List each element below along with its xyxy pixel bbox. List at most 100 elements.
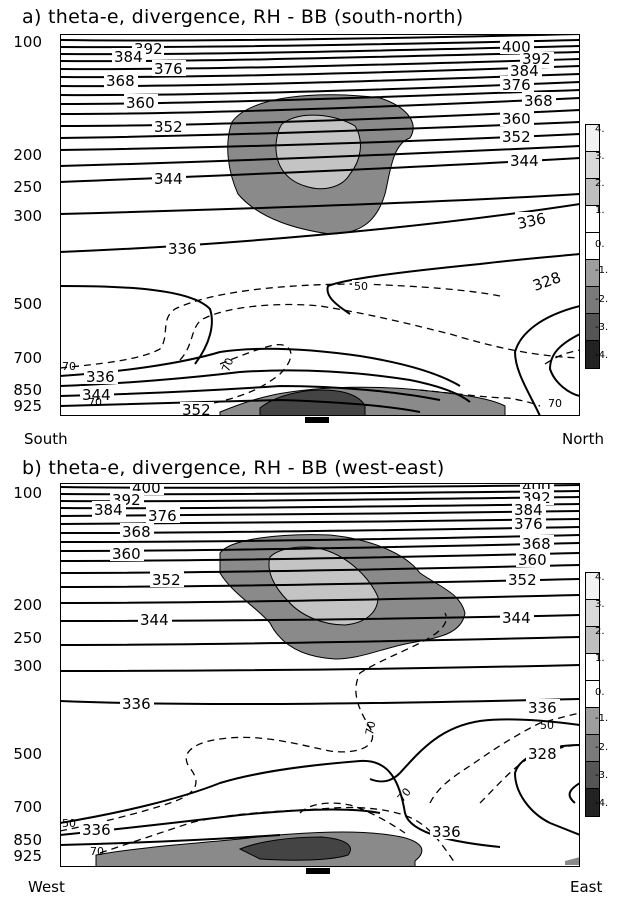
contour-label-352b: 352 — [502, 128, 531, 146]
contour-label-336b: 336 — [516, 209, 548, 233]
contour-label-360: 360 — [126, 94, 155, 112]
convergence-shade-core — [259, 389, 366, 416]
colorbar-label: -4. — [595, 350, 609, 361]
contour-label-368b: 368 — [522, 535, 551, 553]
colorbar-label: 1. — [595, 653, 605, 664]
contour-label-360b: 360 — [502, 110, 531, 128]
colorbar-label: 2. — [595, 178, 605, 189]
colorbar-label: -4. — [595, 798, 609, 809]
contour-label-384: 384 — [114, 48, 143, 66]
contour-plot: 400 392 384 376 368 360 352 344 336 400 — [60, 483, 580, 867]
colorbar-label: 3. — [595, 151, 605, 162]
chart-title: a) theta-e, divergence, RH - BB (south-n… — [22, 6, 464, 28]
y-tick-label: 500 — [13, 295, 42, 313]
y-tick-label: 925 — [13, 397, 42, 415]
contour-label-392b: 392 — [522, 50, 551, 68]
convergence-shade-small — [565, 857, 580, 865]
contour-label-360: 360 — [112, 545, 141, 563]
contour-label-344b: 344 — [502, 609, 531, 627]
x-end-label: East — [570, 878, 603, 896]
contour-label-336: 336 — [122, 695, 151, 713]
y-tick-label: 850 — [13, 381, 42, 399]
colorbar — [585, 572, 600, 817]
contour-label-328: 328 — [528, 745, 557, 763]
y-tick-label: 200 — [13, 146, 42, 164]
contour-label-352: 352 — [154, 118, 183, 136]
contour-label-336c: 336 — [82, 821, 111, 839]
y-tick-label: 100 — [13, 484, 42, 502]
panel-b: b) theta-e, divergence, RH - BB (west-ea… — [0, 450, 619, 897]
rh-label-50: 50 — [62, 817, 76, 830]
y-tick-label: 925 — [13, 847, 42, 865]
rh-label-50: 50 — [354, 280, 368, 293]
divergence-shade-inner — [275, 114, 361, 190]
colorbar — [585, 124, 600, 369]
contour-label-376b: 376 — [502, 76, 531, 94]
x-start-label: West — [28, 878, 65, 896]
contour-label-344: 344 — [140, 611, 169, 629]
colorbar-label: -1. — [595, 713, 609, 724]
colorbar-label: 1. — [595, 205, 605, 216]
rh-label-70: 70 — [363, 720, 378, 736]
contour-label-336b: 336 — [528, 699, 557, 717]
panel-a: a) theta-e, divergence, RH - BB (south-n… — [13, 6, 609, 448]
y-tick-label: 100 — [13, 33, 42, 51]
contour-label-384b: 384 — [514, 501, 543, 519]
colorbar-label: -2. — [595, 294, 609, 305]
rh-contours — [60, 283, 580, 407]
contour-label-360b: 360 — [518, 551, 547, 569]
y-tick-label: 700 — [13, 349, 42, 367]
colorbar-label: 4. — [595, 124, 605, 135]
y-tick-label: 300 — [13, 657, 42, 675]
contour-label-376: 376 — [148, 507, 177, 525]
colorbar-label: -2. — [595, 742, 609, 753]
x-start-label: South — [24, 430, 68, 448]
colorbar-label: 0. — [595, 239, 605, 250]
contour-label-400: 400 — [502, 38, 531, 56]
contour-label-376: 376 — [154, 60, 183, 78]
plot-area: 392 384 376 368 360 352 344 336 336 400 — [60, 34, 580, 416]
y-tick-label: 300 — [13, 207, 42, 225]
contour-label-376b: 376 — [514, 515, 543, 533]
contour-label-336d: 336 — [432, 823, 461, 841]
y-tick-label: 500 — [13, 745, 42, 763]
contour-plot: 392 384 376 368 360 352 344 336 336 400 — [60, 34, 580, 416]
y-tick-label: 200 — [13, 596, 42, 614]
rh-label-70c: 70 — [395, 785, 414, 804]
y-tick-label: 250 — [13, 629, 42, 647]
contour-label-368b: 368 — [524, 92, 553, 110]
rh-label-70d: 70 — [548, 397, 562, 410]
contour-label-384: 384 — [94, 501, 123, 519]
colorbar-label: -1. — [595, 265, 609, 276]
contour-label-344c: 344 — [82, 386, 111, 404]
rh-label-70b: 70 — [88, 396, 102, 409]
contour-label-368: 368 — [122, 523, 151, 541]
contour-label-368: 368 — [106, 72, 135, 90]
rh-label-70b: 70 — [90, 845, 104, 858]
y-tick-label: 700 — [13, 798, 42, 816]
y-tick-label: 250 — [13, 178, 42, 196]
colorbar-label: 4. — [595, 572, 605, 583]
plot-area: 400 392 384 376 368 360 352 344 336 400 — [60, 483, 580, 867]
colorbar-label: -3. — [595, 770, 609, 781]
contour-label-352: 352 — [152, 571, 181, 589]
location-marker — [305, 417, 329, 423]
colorbar-label: 2. — [595, 626, 605, 637]
contour-label-336: 336 — [168, 240, 197, 258]
location-marker — [306, 868, 330, 874]
colorbar-label: -3. — [595, 322, 609, 333]
x-end-label: North — [562, 430, 604, 448]
contour-label-344b: 344 — [510, 152, 539, 170]
rh-label-70c: 70 — [219, 356, 236, 374]
y-tick-label: 850 — [13, 831, 42, 849]
chart-title: b) theta-e, divergence, RH - BB (west-ea… — [22, 457, 445, 479]
colorbar-label: 3. — [595, 599, 605, 610]
contour-label-384b: 384 — [510, 62, 539, 80]
rh-label-70: 70 — [62, 360, 76, 373]
contour-label-352b: 352 — [508, 571, 537, 589]
contour-label-344: 344 — [154, 170, 183, 188]
contour-label-336c: 336 — [86, 368, 115, 386]
contour-label-352c: 352 — [182, 401, 211, 416]
convergence-shade-core — [238, 836, 351, 861]
rh-label-50b: 50 — [540, 719, 554, 732]
